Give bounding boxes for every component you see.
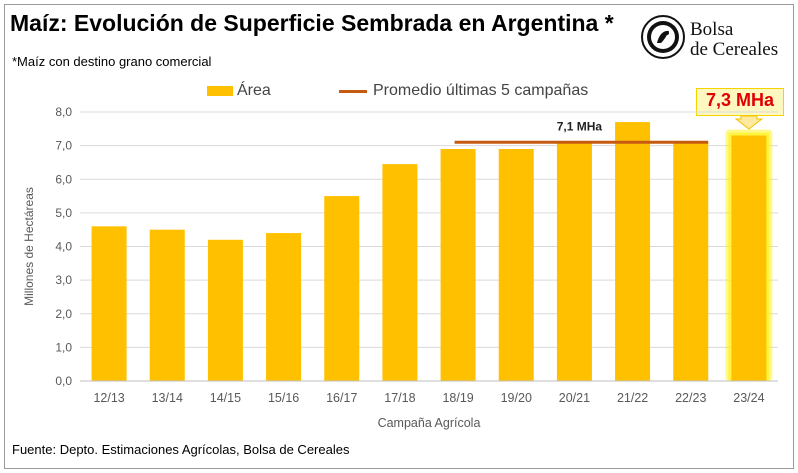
source-note: Fuente: Depto. Estimaciones Agrícolas, B… — [12, 442, 350, 457]
bolsa-de-cereales-seal-icon — [641, 15, 685, 59]
logo-text: Bolsa de Cereales — [690, 20, 778, 60]
bolsa-de-cereales-logo: Bolsa de Cereales — [640, 14, 790, 70]
legend-item-average: Promedio últimas 5 campañas — [339, 82, 588, 100]
chart-title: Maíz: Evolución de Superficie Sembrada e… — [10, 10, 614, 36]
legend-swatch-average — [339, 89, 367, 93]
logo-line-1: Bolsa — [690, 19, 734, 40]
chart-subtitle: *Maíz con destino grano comercial — [12, 54, 212, 69]
highlight-callout-label: 7,3 MHa — [705, 90, 775, 110]
legend-label-area: Área — [237, 82, 271, 99]
chart-legend: Área Promedio últimas 5 campañas — [0, 82, 798, 104]
legend-label-average: Promedio últimas 5 campañas — [373, 82, 589, 99]
legend-swatch-area — [207, 86, 233, 96]
logo-line-2: de Cereales — [690, 39, 779, 60]
chart-frame — [4, 4, 794, 469]
legend-item-area: Área — [207, 82, 271, 100]
